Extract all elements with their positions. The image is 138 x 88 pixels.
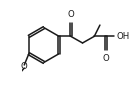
Text: OH: OH xyxy=(116,32,130,41)
Text: O: O xyxy=(67,10,74,19)
Text: O: O xyxy=(21,62,28,71)
Text: O: O xyxy=(103,54,109,62)
